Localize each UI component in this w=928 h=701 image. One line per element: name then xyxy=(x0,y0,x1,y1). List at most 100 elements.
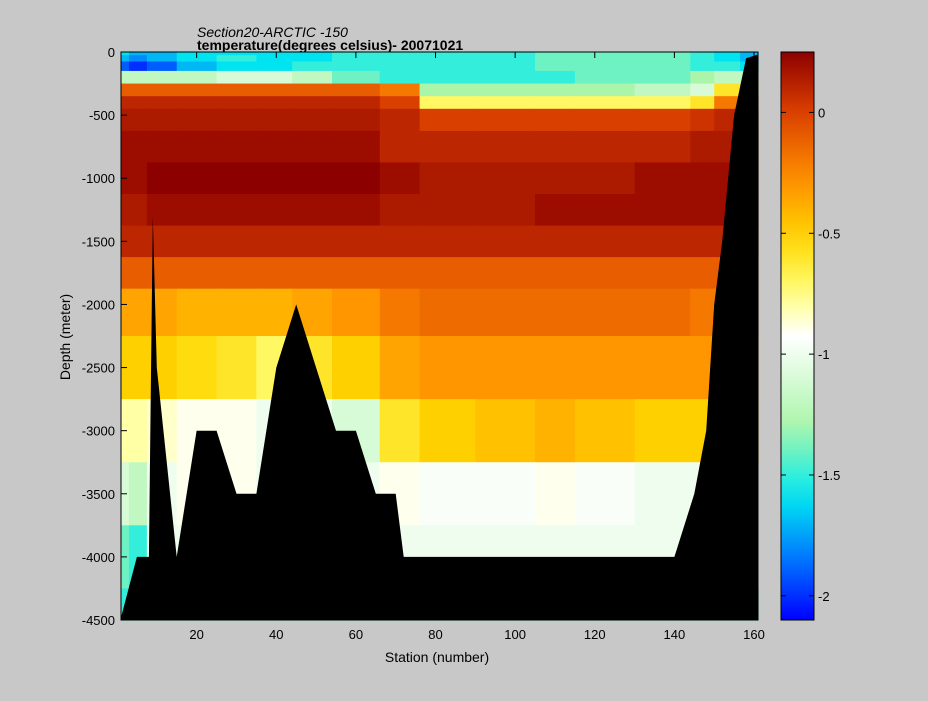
heatmap-cell xyxy=(332,130,381,164)
heatmap-cell xyxy=(128,83,148,97)
heatmap-cell xyxy=(128,399,148,463)
heatmap-cell xyxy=(121,83,130,97)
heatmap-cell xyxy=(714,83,741,97)
heatmap-cell xyxy=(419,162,476,195)
heatmap-cell xyxy=(574,55,636,63)
y-tick-label: -4000 xyxy=(82,550,115,565)
heatmap-cell xyxy=(176,96,218,110)
heatmap-cell xyxy=(574,70,636,85)
heatmap-cell xyxy=(146,288,178,337)
heatmap-cell xyxy=(292,83,333,97)
colorbar: 0 -0.5 -1 -1.5 -2 xyxy=(780,51,840,621)
x-tick-label: 60 xyxy=(349,627,363,642)
heatmap-cell xyxy=(146,130,178,164)
y-tick-label: -500 xyxy=(89,108,115,123)
heatmap-cell xyxy=(128,130,148,164)
heatmap-cell xyxy=(634,61,691,72)
heatmap-cell xyxy=(475,70,536,85)
heatmap-cell xyxy=(535,336,576,400)
heatmap-cell xyxy=(419,336,476,400)
heatmap-cell xyxy=(634,399,691,463)
heatmap-cell xyxy=(634,288,691,337)
y-tick-label: -3000 xyxy=(82,424,115,439)
x-tick-label: 80 xyxy=(428,627,442,642)
heatmap-cell xyxy=(332,96,381,110)
heatmap-cell xyxy=(121,257,130,290)
heatmap-cell xyxy=(292,162,333,195)
heatmap-cell xyxy=(475,225,536,258)
heatmap-cell xyxy=(292,96,333,110)
heatmap-cell xyxy=(475,399,536,463)
heatmap-cell xyxy=(332,336,381,400)
heatmap-cell xyxy=(379,61,421,72)
heatmap-cell xyxy=(535,399,576,463)
plot-frame xyxy=(120,51,759,621)
heatmap-cell xyxy=(216,162,257,195)
heatmap-cell xyxy=(574,108,636,132)
heatmap-cell xyxy=(292,61,333,72)
heatmap-cell xyxy=(634,130,691,164)
heatmap-cell xyxy=(475,194,536,227)
heatmap-cell xyxy=(419,194,476,227)
heatmap-cell xyxy=(714,96,741,110)
heatmap-cell xyxy=(574,61,636,72)
x-tick-label: 160 xyxy=(743,627,765,642)
heatmap-cell xyxy=(121,52,130,56)
heatmap-cell xyxy=(690,225,715,258)
heatmap-cell xyxy=(419,225,476,258)
heatmap-cell xyxy=(121,70,130,85)
heatmap-cell xyxy=(535,462,576,526)
heatmap-cell xyxy=(574,399,636,463)
heatmap-cell xyxy=(292,70,333,85)
y-tick-label: -2000 xyxy=(82,297,115,312)
heatmap-cell xyxy=(256,288,293,337)
heatmap-cell xyxy=(690,83,715,97)
heatmap-cell xyxy=(128,225,148,258)
heatmap-cell xyxy=(292,225,333,258)
heatmap-cell xyxy=(216,61,257,72)
y-tick-label: 0 xyxy=(108,45,115,60)
heatmap-cell xyxy=(256,61,293,72)
heatmap-cell xyxy=(574,288,636,337)
heatmap-cell xyxy=(419,61,476,72)
heatmap-cell xyxy=(146,257,178,290)
heatmap-cell xyxy=(379,257,421,290)
heatmap-cell xyxy=(475,162,536,195)
heatmap-cell xyxy=(292,55,333,63)
heatmap-cell xyxy=(216,108,257,132)
heatmap-cell xyxy=(176,257,218,290)
heatmap-cell xyxy=(535,83,576,97)
heatmap-cell xyxy=(121,55,130,63)
heatmap-cell xyxy=(128,336,148,400)
heatmap-cell xyxy=(535,130,576,164)
chart-title: Section20-ARCTIC -150 xyxy=(197,24,348,40)
heatmap-cell xyxy=(256,70,293,85)
heatmap-cell xyxy=(216,70,257,85)
heatmap-cell xyxy=(690,108,715,132)
heatmap-cell xyxy=(535,70,576,85)
heatmap-cell xyxy=(634,70,691,85)
colorbar-tick-label: -0.5 xyxy=(818,226,840,241)
heatmap-cell xyxy=(690,61,715,72)
seafloor-bathymetry xyxy=(121,54,758,620)
heatmap-cell xyxy=(332,70,381,85)
heatmap-cell xyxy=(379,52,421,56)
heatmap-cell xyxy=(475,288,536,337)
heatmap-cell xyxy=(216,83,257,97)
heatmap-cell xyxy=(419,55,476,63)
heatmap-cell xyxy=(332,83,381,97)
y-tick-label: -1500 xyxy=(82,234,115,249)
heatmap-cell xyxy=(419,83,476,97)
heatmap-cell xyxy=(292,52,333,56)
heatmap-cell xyxy=(535,194,576,227)
heatmap-cell xyxy=(419,399,476,463)
heatmap-cell xyxy=(176,162,218,195)
heatmap-cell xyxy=(146,55,178,63)
heatmap-cell xyxy=(379,96,421,110)
heatmap-cell xyxy=(535,108,576,132)
chart-subtitle: temperature(degrees celsius)- 20071021 xyxy=(197,37,463,53)
heatmap-cell xyxy=(379,336,421,400)
heatmap-cell xyxy=(292,194,333,227)
